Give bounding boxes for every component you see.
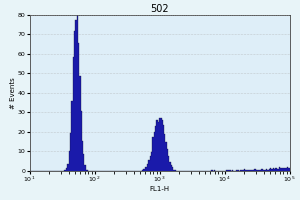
- Bar: [269, 169, 270, 171]
- Bar: [261, 169, 262, 171]
- Bar: [237, 170, 239, 171]
- Bar: [241, 170, 243, 171]
- Bar: [228, 170, 230, 171]
- Bar: [243, 170, 244, 171]
- Bar: [283, 168, 284, 171]
- Y-axis label: # Events: # Events: [10, 77, 16, 109]
- Bar: [85, 165, 86, 171]
- Bar: [280, 168, 282, 171]
- Bar: [248, 170, 249, 171]
- Bar: [252, 170, 253, 171]
- Bar: [211, 170, 212, 171]
- Bar: [71, 101, 73, 171]
- Bar: [282, 168, 283, 171]
- Bar: [167, 149, 168, 171]
- Bar: [172, 167, 173, 171]
- Bar: [287, 167, 288, 171]
- Bar: [284, 168, 286, 171]
- Bar: [175, 170, 176, 171]
- Bar: [270, 168, 271, 171]
- Bar: [78, 43, 79, 171]
- Bar: [275, 168, 277, 171]
- Bar: [230, 170, 231, 171]
- Bar: [81, 111, 82, 171]
- Bar: [258, 170, 260, 171]
- Bar: [74, 31, 75, 171]
- Bar: [145, 167, 146, 171]
- Bar: [64, 170, 65, 171]
- Bar: [66, 168, 68, 171]
- Bar: [87, 170, 88, 171]
- Bar: [160, 118, 162, 171]
- Bar: [75, 20, 76, 171]
- Bar: [232, 170, 233, 171]
- Bar: [155, 126, 156, 171]
- Bar: [263, 170, 265, 171]
- Bar: [262, 169, 263, 171]
- Bar: [260, 170, 261, 171]
- Title: 502: 502: [150, 4, 169, 14]
- Bar: [147, 164, 148, 171]
- Bar: [142, 170, 143, 171]
- Bar: [83, 154, 85, 171]
- Bar: [143, 169, 145, 171]
- Bar: [164, 134, 166, 171]
- Bar: [156, 120, 158, 171]
- Bar: [79, 76, 81, 171]
- X-axis label: FL1-H: FL1-H: [149, 186, 170, 192]
- Bar: [154, 132, 155, 171]
- Bar: [68, 164, 69, 171]
- Bar: [171, 165, 172, 171]
- Bar: [279, 167, 280, 171]
- Bar: [265, 170, 266, 171]
- Bar: [73, 57, 74, 171]
- Bar: [69, 151, 70, 171]
- Bar: [277, 169, 278, 171]
- Bar: [267, 170, 269, 171]
- Bar: [271, 169, 273, 171]
- Bar: [254, 169, 256, 171]
- Bar: [162, 120, 163, 171]
- Bar: [244, 169, 245, 171]
- Bar: [266, 169, 267, 171]
- Bar: [249, 170, 250, 171]
- Bar: [257, 170, 258, 171]
- Bar: [227, 170, 228, 171]
- Bar: [250, 170, 252, 171]
- Bar: [226, 170, 227, 171]
- Bar: [76, 15, 78, 171]
- Bar: [65, 170, 66, 171]
- Bar: [146, 167, 147, 171]
- Bar: [286, 168, 287, 171]
- Bar: [288, 168, 290, 171]
- Bar: [163, 125, 164, 171]
- Bar: [173, 170, 175, 171]
- Bar: [166, 142, 167, 171]
- Bar: [278, 169, 279, 171]
- Bar: [86, 170, 87, 171]
- Bar: [274, 169, 275, 171]
- Bar: [151, 152, 152, 171]
- Bar: [247, 170, 248, 171]
- Bar: [158, 122, 159, 171]
- Bar: [148, 160, 150, 171]
- Bar: [273, 168, 274, 171]
- Bar: [240, 170, 241, 171]
- Bar: [169, 162, 171, 171]
- Bar: [159, 118, 160, 171]
- Bar: [70, 133, 71, 171]
- Bar: [256, 170, 257, 171]
- Bar: [245, 170, 247, 171]
- Bar: [82, 141, 83, 171]
- Bar: [214, 170, 215, 171]
- Bar: [168, 156, 170, 171]
- Bar: [152, 137, 154, 171]
- Bar: [253, 170, 254, 171]
- Bar: [236, 170, 237, 171]
- Bar: [150, 156, 151, 171]
